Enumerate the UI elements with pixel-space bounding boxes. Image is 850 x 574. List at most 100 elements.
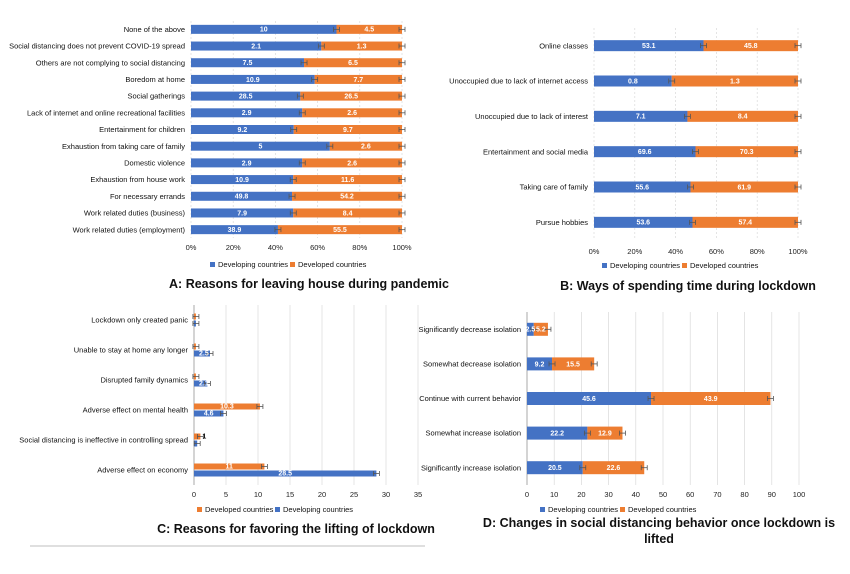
- panel-d-caption-line-1: D: Changes in social distancing behavior…: [483, 516, 835, 530]
- panel-d-legend-label-1: Developed countries: [628, 505, 697, 514]
- panel-a-bar-developed: [336, 24, 402, 34]
- panel-d-x-tick-label: 90: [768, 490, 776, 499]
- panel-c-legend-label-0: Developed countries: [205, 505, 274, 514]
- panel-c-data-label-developing: 28.5: [278, 471, 292, 478]
- panel-c-data-label-developing: 2.1: [199, 381, 209, 388]
- panel-a-x-tick-label: 60%: [310, 243, 325, 252]
- panel-d-data-label-developing: 45.6: [582, 396, 596, 403]
- panel-b-caption: B: Ways of spending time during lockdown: [560, 279, 816, 293]
- panel-c-category-label: Adverse effect on economy: [97, 466, 188, 475]
- panel-a-bar-developing: [191, 225, 278, 235]
- panel-a-data-label-developed: 55.5: [333, 227, 347, 234]
- panel-d-data-label-developed: 22.6: [607, 465, 621, 472]
- panel-d-data-label-developing: 2.5: [526, 327, 536, 334]
- panel-b-x-tick-label: 20%: [627, 247, 642, 256]
- panel-a-bar-developing: [191, 24, 337, 34]
- panel-a-data-label-developed: 1.3: [357, 43, 367, 50]
- panel-d-x-tick-label: 20: [577, 490, 585, 499]
- panel-b-data-label-developed: 8.4: [738, 114, 748, 121]
- panel-d-x-tick-label: 10: [550, 490, 558, 499]
- panel-d-category-label: Continue with current behavior: [419, 394, 521, 403]
- panel-a-data-label-developing: 9.2: [237, 127, 247, 134]
- panel-b-bar-developed: [703, 40, 798, 52]
- panel-a-x-tick-label: 80%: [352, 243, 367, 252]
- panel-a-x-tick-label: 20%: [226, 243, 241, 252]
- panel-a-caption: A: Reasons for leaving house during pand…: [169, 277, 449, 291]
- panel-c-x-tick-label: 30: [382, 490, 390, 499]
- panel-a-legend-swatch-1: [290, 262, 295, 267]
- panel-b-data-label-developed: 45.8: [744, 43, 758, 50]
- panel-b-data-label-developing: 0.8: [628, 78, 638, 85]
- panel-b-bar-developing: [594, 181, 691, 193]
- panel-a-bar-developing: [191, 108, 303, 118]
- panel-a-data-label-developed: 26.5: [344, 94, 358, 101]
- panel-b-bar-developing: [594, 75, 672, 87]
- panel-a-bar-developing: [191, 208, 294, 218]
- panel-a-bar-developed: [293, 175, 402, 185]
- panel-d-bar-developed: [587, 426, 623, 440]
- panel-a-data-label-developed: 6.5: [348, 60, 358, 67]
- panel-c-bar-developed: [194, 403, 260, 410]
- panel-d-category-label: Significantly decrease isolation: [418, 325, 521, 334]
- panel-d-bar-developing: [527, 426, 588, 440]
- panel-a-data-label-developing: 28.5: [239, 94, 253, 101]
- panel-b-category-label: Unoccupied due to lack of interest: [475, 112, 589, 121]
- panel-a-category-label: Social gatherings: [127, 92, 185, 101]
- panel-d-bar-developed: [651, 392, 771, 405]
- panel-b-bar-developed: [671, 75, 798, 87]
- panel-d-x-tick-label: 70: [713, 490, 721, 499]
- panel-b-bar-developed: [692, 216, 798, 228]
- panel-d-legend-swatch-0: [540, 507, 545, 512]
- panel-c-category-label: Adverse effect on mental health: [83, 406, 188, 415]
- panel-b-x-tick-label: 40%: [668, 247, 683, 256]
- panel-d-legend-label-0: Developing countries: [548, 505, 618, 514]
- panel-c-legend-label-1: Developing countries: [283, 505, 353, 514]
- panel-a-category-label: Exhaustion from house work: [90, 175, 185, 184]
- panel-a-data-label-developing: 2.9: [242, 160, 252, 167]
- panel-b-data-label-developing: 55.6: [635, 184, 649, 191]
- panel-d-category-label: Somewhat increase isolation: [426, 429, 521, 438]
- panel-c-x-tick-label: 25: [350, 490, 358, 499]
- panel-d-bar-developed: [552, 357, 595, 371]
- panel-c-x-tick-label: 10: [254, 490, 262, 499]
- panel-b-category-label: Entertainment and social media: [483, 147, 589, 156]
- panel-b-bar-developing: [594, 146, 696, 158]
- panel-d-bar-developed: [582, 461, 645, 475]
- panel-c: 0 5 10 15 20 25 30 35 Lockdown only created pani…: [19, 305, 435, 536]
- panel-d-data-label-developed: 15.5: [566, 361, 580, 368]
- panel-c-legend-swatch-0: [197, 507, 202, 512]
- panel-a-data-label-developing: 2.9: [242, 110, 252, 117]
- panel-a-data-label-developed: 8.4: [343, 210, 353, 217]
- panel-a-bar-developed: [292, 191, 402, 201]
- panel-a-data-label-developed: 2.6: [347, 110, 357, 117]
- panel-b-data-label-developed: 61.9: [737, 184, 751, 191]
- panel-b-legend-label-0: Developing countries: [610, 261, 680, 270]
- panel-d-bar-developed: [533, 322, 548, 336]
- panel-a-data-label-developing: 38.9: [228, 227, 242, 234]
- panel-a-data-label-developed: 2.6: [347, 160, 357, 167]
- panel-c-bar-developing: [194, 380, 208, 387]
- panel-b-category-label: Unoccupied due to lack of internet acces…: [449, 77, 588, 86]
- panel-b-legend-label-1: Developed countries: [690, 261, 759, 270]
- panel-b-bar-developing: [594, 216, 693, 228]
- panel-a-category-label: Domestic violence: [124, 158, 185, 167]
- panel-d-data-label-developing: 22.2: [550, 431, 564, 438]
- panel-c-bar-developing: [194, 470, 377, 477]
- panel-d-data-label-developed: 5.2: [536, 327, 546, 334]
- panel-a-bar-developed: [293, 125, 402, 134]
- panel-b-bar-developing: [594, 110, 688, 122]
- panel-a-data-label-developed: 2.6: [361, 144, 371, 151]
- panel-d-data-label-developing: 20.5: [548, 465, 562, 472]
- panel-d-bar-developing: [527, 392, 652, 405]
- panel-d-data-label-developed: 43.9: [704, 396, 718, 403]
- panel-b-data-label-developed: 57.4: [738, 220, 752, 227]
- panel-a-bar-developing: [191, 175, 294, 185]
- panel-a-bar-developed: [277, 225, 402, 235]
- panel-c-data-label-developed: 11: [225, 464, 233, 471]
- panel-b-x-tick-label: 80%: [750, 247, 765, 256]
- panel-d-caption-line-2: lifted: [644, 532, 674, 546]
- panel-a-x-tick-label: 100%: [392, 243, 412, 252]
- panel-d-legend-swatch-1: [620, 507, 625, 512]
- panel-a-bar-developed: [329, 141, 402, 151]
